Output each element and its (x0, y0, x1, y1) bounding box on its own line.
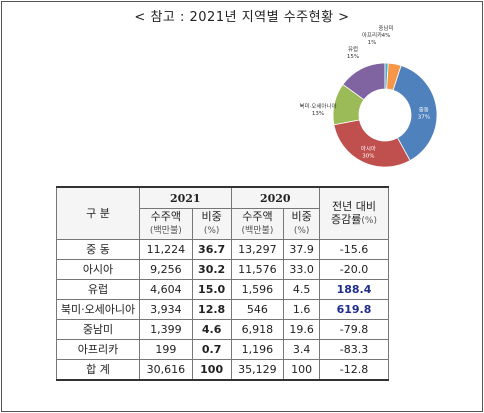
slice-value: 15% (347, 54, 359, 60)
table-cell: 19.6 (283, 319, 320, 340)
slice-label: 아시아 (361, 144, 376, 152)
donut-slice (333, 119, 411, 168)
header-change-unit: (%) (361, 215, 377, 226)
table-cell: 3.4 (283, 339, 320, 360)
subheader-unit: (%) (203, 226, 220, 236)
slice-label: 유럽 (348, 45, 358, 53)
table-cell: 4.5 (283, 279, 320, 300)
table-cell: 6,918 (230, 319, 285, 340)
subheader-text: 비중 (201, 210, 222, 223)
subheader: 비중 (%) (283, 208, 320, 240)
table-cell: -83.3 (319, 339, 389, 360)
table-cell: 4.6 (191, 319, 232, 340)
table-cell: 1,399 (139, 319, 193, 340)
subheader-text: 비중 (291, 210, 312, 223)
table-cell: 100 (283, 359, 320, 381)
subheader-unit: (백만불) (241, 226, 274, 236)
table-cell: 188.4 (319, 279, 389, 300)
table-cell: -12.8 (319, 359, 389, 381)
table-cell: 0.7 (191, 339, 232, 360)
table-cell: 합 계 (56, 359, 140, 381)
table-cell: 1.6 (283, 299, 320, 320)
table-cell: -79.8 (319, 319, 389, 340)
table-row: 합 계 30,616 100 35,129 100 -12.8 (56, 359, 389, 381)
table-cell: 619.8 (319, 299, 389, 320)
header-region: 구 분 (56, 186, 140, 240)
table-row: 아시아 9,256 30.2 11,576 33.0 -20.0 (56, 259, 389, 280)
table-cell: 37.9 (283, 239, 320, 260)
header-change-text: 전년 대비 (332, 199, 376, 213)
slice-value: 4% (382, 33, 391, 39)
table-cell: 13,297 (230, 239, 285, 260)
table-cell: 11,224 (139, 239, 193, 260)
table-cell: 33.0 (283, 259, 320, 280)
table-cell: 중남미 (56, 319, 140, 340)
slice-value: 30% (362, 153, 374, 159)
table-row: 아프리카 199 0.7 1,196 3.4 -83.3 (56, 339, 389, 360)
slice-label: 중남미 (378, 24, 393, 32)
table-cell: 11,576 (230, 259, 285, 280)
table-cell: 북미·오세아니아 (56, 299, 140, 320)
table-cell: 35,129 (230, 359, 285, 381)
table-cell: 36.7 (191, 239, 232, 260)
table-row: 중 동 11,224 36.7 13,297 37.9 -15.6 (56, 239, 389, 260)
table-cell: 15.0 (191, 279, 232, 300)
title: < 참고 : 2021년 지역별 수주현황 > (134, 10, 350, 25)
table-cell: 3,934 (139, 299, 193, 320)
table-cell: 중 동 (56, 239, 140, 260)
table-cell: -15.6 (319, 239, 389, 260)
header-year: 2021 (139, 186, 232, 209)
table-cell: 30,616 (139, 359, 193, 381)
subheader: 수주액 (백만불) (139, 208, 193, 240)
header-year: 2020 (230, 186, 321, 209)
donut-slice (386, 62, 402, 91)
subheader-text: 수주액 (150, 210, 182, 223)
slice-label: 북미·오세아니아 (300, 102, 337, 110)
order-table: 구 분 2021 2020 전년 대비 증감률(%) 수주액 (백만불) 비중 (%) 수… (56, 186, 389, 381)
subheader-text: 수주액 (242, 210, 273, 223)
table-cell: -20.0 (319, 259, 389, 280)
table-cell: 30.2 (191, 259, 232, 280)
subheader-unit: (백만불) (149, 226, 182, 236)
header-change: 전년 대비 증감률(%) (319, 186, 389, 240)
subheader-unit: (%) (293, 226, 310, 236)
slice-value: 13% (312, 111, 324, 117)
table-cell: 100 (191, 359, 232, 381)
slice-value: 37% (418, 114, 430, 120)
table-cell: 12.8 (191, 299, 232, 320)
table-cell: 1,196 (230, 339, 285, 360)
table-row: 중남미 1,399 4.6 6,918 19.6 -79.8 (56, 319, 389, 340)
table-cell: 1,596 (230, 279, 285, 300)
header-change-text: 증감률 (331, 212, 362, 226)
table-cell: 546 (230, 299, 285, 320)
table-cell: 아시아 (56, 259, 140, 280)
table-cell: 4,604 (139, 279, 193, 300)
slice-label: 중동 (419, 106, 429, 113)
slice-value: 1% (368, 40, 377, 46)
donut-slice (392, 65, 438, 162)
table-cell: 유럽 (56, 279, 140, 300)
subheader: 수주액 (백만불) (230, 208, 285, 240)
table-row: 유럽 4,604 15.0 1,596 4.5 188.4 (56, 279, 389, 300)
table-cell: 199 (139, 339, 193, 360)
table-row: 북미·오세아니아 3,934 12.8 546 1.6 619.8 (56, 299, 389, 320)
table-cell: 9,256 (139, 259, 193, 280)
slice-label: 아프리카 (362, 31, 382, 39)
table-cell: 아프리카 (56, 339, 140, 360)
subheader: 비중 (%) (191, 208, 232, 240)
